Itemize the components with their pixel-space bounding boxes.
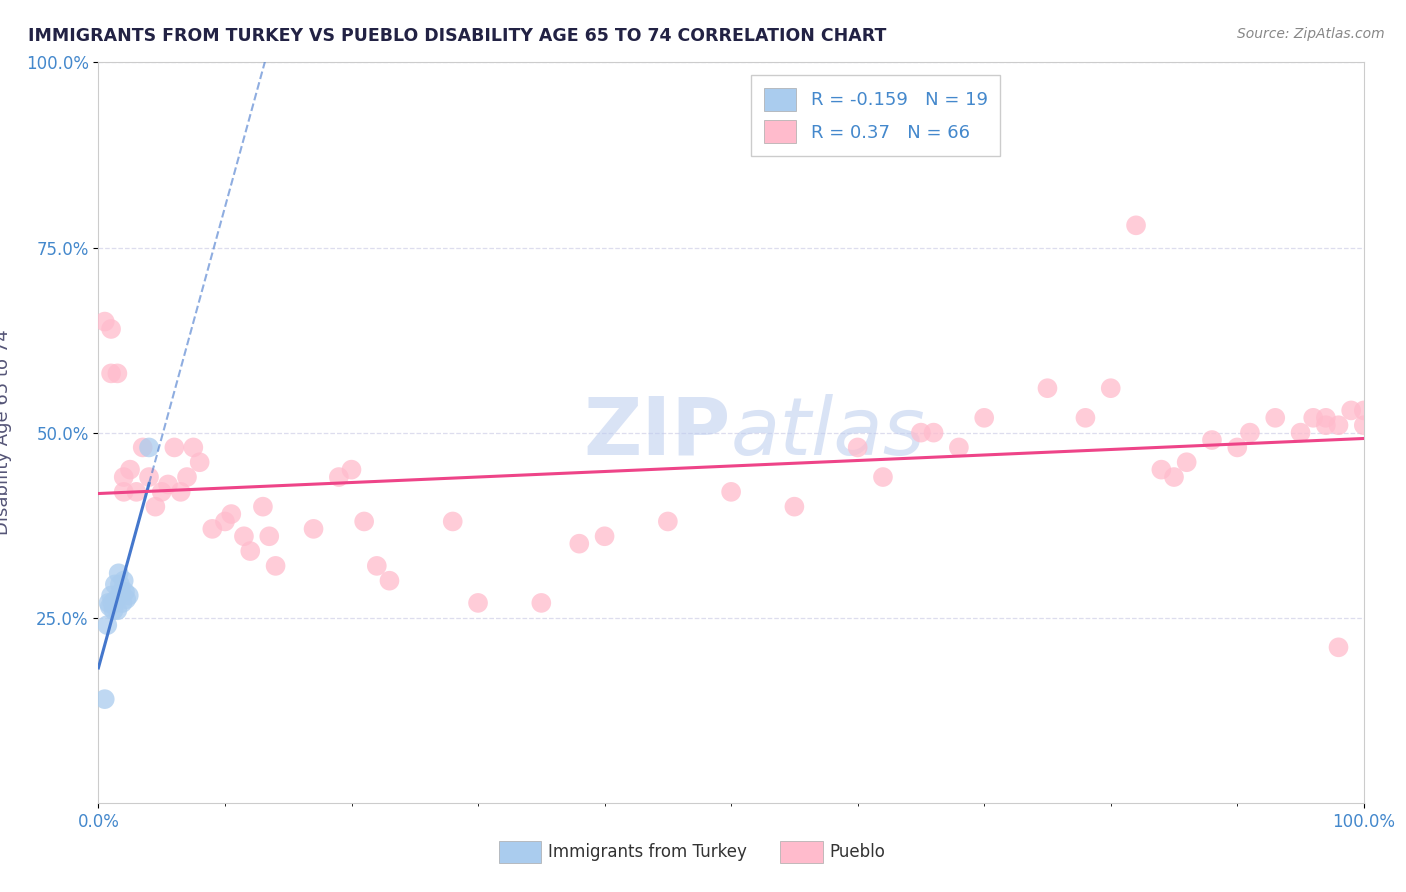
- Point: [118, 589, 141, 603]
- Point: [1099, 381, 1122, 395]
- Point: [328, 470, 350, 484]
- Point: [783, 500, 806, 514]
- Point: [720, 484, 742, 499]
- Point: [948, 441, 970, 455]
- Point: [169, 484, 191, 499]
- Point: [120, 462, 141, 476]
- Point: [132, 441, 155, 455]
- Point: [114, 584, 136, 599]
- Point: [1327, 640, 1350, 655]
- Point: [107, 603, 129, 617]
- Point: [1353, 418, 1375, 433]
- Point: [100, 322, 122, 336]
- Legend: R = -0.159   N = 19, R = 0.37   N = 66: R = -0.159 N = 19, R = 0.37 N = 66: [751, 75, 1001, 156]
- Point: [1125, 219, 1147, 233]
- Point: [1315, 410, 1337, 425]
- Point: [239, 544, 262, 558]
- Point: [846, 441, 869, 455]
- Point: [657, 515, 679, 529]
- Point: [1226, 441, 1249, 455]
- Point: [340, 462, 363, 476]
- Point: [1327, 418, 1350, 433]
- Point: [214, 515, 236, 529]
- Point: [530, 596, 553, 610]
- Point: [1289, 425, 1312, 440]
- Point: [593, 529, 616, 543]
- Point: [264, 558, 287, 573]
- Point: [1340, 403, 1362, 417]
- Point: [353, 515, 375, 529]
- Point: [100, 589, 122, 603]
- Text: Pueblo: Pueblo: [830, 843, 886, 861]
- Point: [103, 603, 125, 617]
- Point: [1264, 410, 1286, 425]
- Point: [138, 441, 160, 455]
- Point: [96, 618, 118, 632]
- Point: [108, 577, 131, 591]
- Point: [366, 558, 388, 573]
- Point: [910, 425, 932, 440]
- Point: [112, 470, 135, 484]
- Point: [1150, 462, 1173, 476]
- Point: [568, 536, 591, 550]
- Point: [93, 692, 117, 706]
- Point: [188, 455, 211, 469]
- Point: [104, 577, 127, 591]
- Point: [1239, 425, 1261, 440]
- Point: [176, 470, 198, 484]
- Point: [93, 314, 117, 328]
- Point: [252, 500, 274, 514]
- Point: [302, 522, 325, 536]
- Point: [1163, 470, 1185, 484]
- Point: [115, 592, 138, 607]
- Text: Source: ZipAtlas.com: Source: ZipAtlas.com: [1237, 27, 1385, 41]
- Point: [441, 515, 464, 529]
- Point: [1175, 455, 1198, 469]
- Point: [973, 410, 995, 425]
- Point: [1315, 418, 1337, 433]
- Point: [219, 507, 243, 521]
- Point: [98, 599, 121, 614]
- Point: [378, 574, 401, 588]
- Point: [125, 484, 148, 499]
- Point: [97, 596, 120, 610]
- Point: [1302, 410, 1324, 425]
- Point: [100, 367, 122, 381]
- Point: [138, 470, 160, 484]
- Point: [150, 484, 173, 499]
- Point: [922, 425, 945, 440]
- Point: [1036, 381, 1059, 395]
- Text: ZIP: ZIP: [583, 393, 731, 472]
- Point: [145, 500, 166, 514]
- Point: [1201, 433, 1223, 447]
- Point: [1353, 403, 1375, 417]
- Point: [112, 574, 135, 588]
- Point: [110, 584, 132, 599]
- Point: [201, 522, 224, 536]
- Point: [163, 441, 186, 455]
- Point: [259, 529, 281, 543]
- Point: [101, 596, 124, 610]
- Point: [467, 596, 489, 610]
- Point: [107, 566, 129, 581]
- Text: atlas: atlas: [731, 393, 927, 472]
- Point: [157, 477, 180, 491]
- Text: IMMIGRANTS FROM TURKEY VS PUEBLO DISABILITY AGE 65 TO 74 CORRELATION CHART: IMMIGRANTS FROM TURKEY VS PUEBLO DISABIL…: [28, 27, 887, 45]
- Point: [111, 596, 134, 610]
- Point: [183, 441, 205, 455]
- Point: [233, 529, 256, 543]
- Point: [872, 470, 894, 484]
- Y-axis label: Disability Age 65 to 74: Disability Age 65 to 74: [0, 330, 11, 535]
- Point: [1074, 410, 1097, 425]
- Point: [105, 592, 128, 607]
- Point: [112, 484, 135, 499]
- Text: Immigrants from Turkey: Immigrants from Turkey: [548, 843, 747, 861]
- Point: [107, 367, 129, 381]
